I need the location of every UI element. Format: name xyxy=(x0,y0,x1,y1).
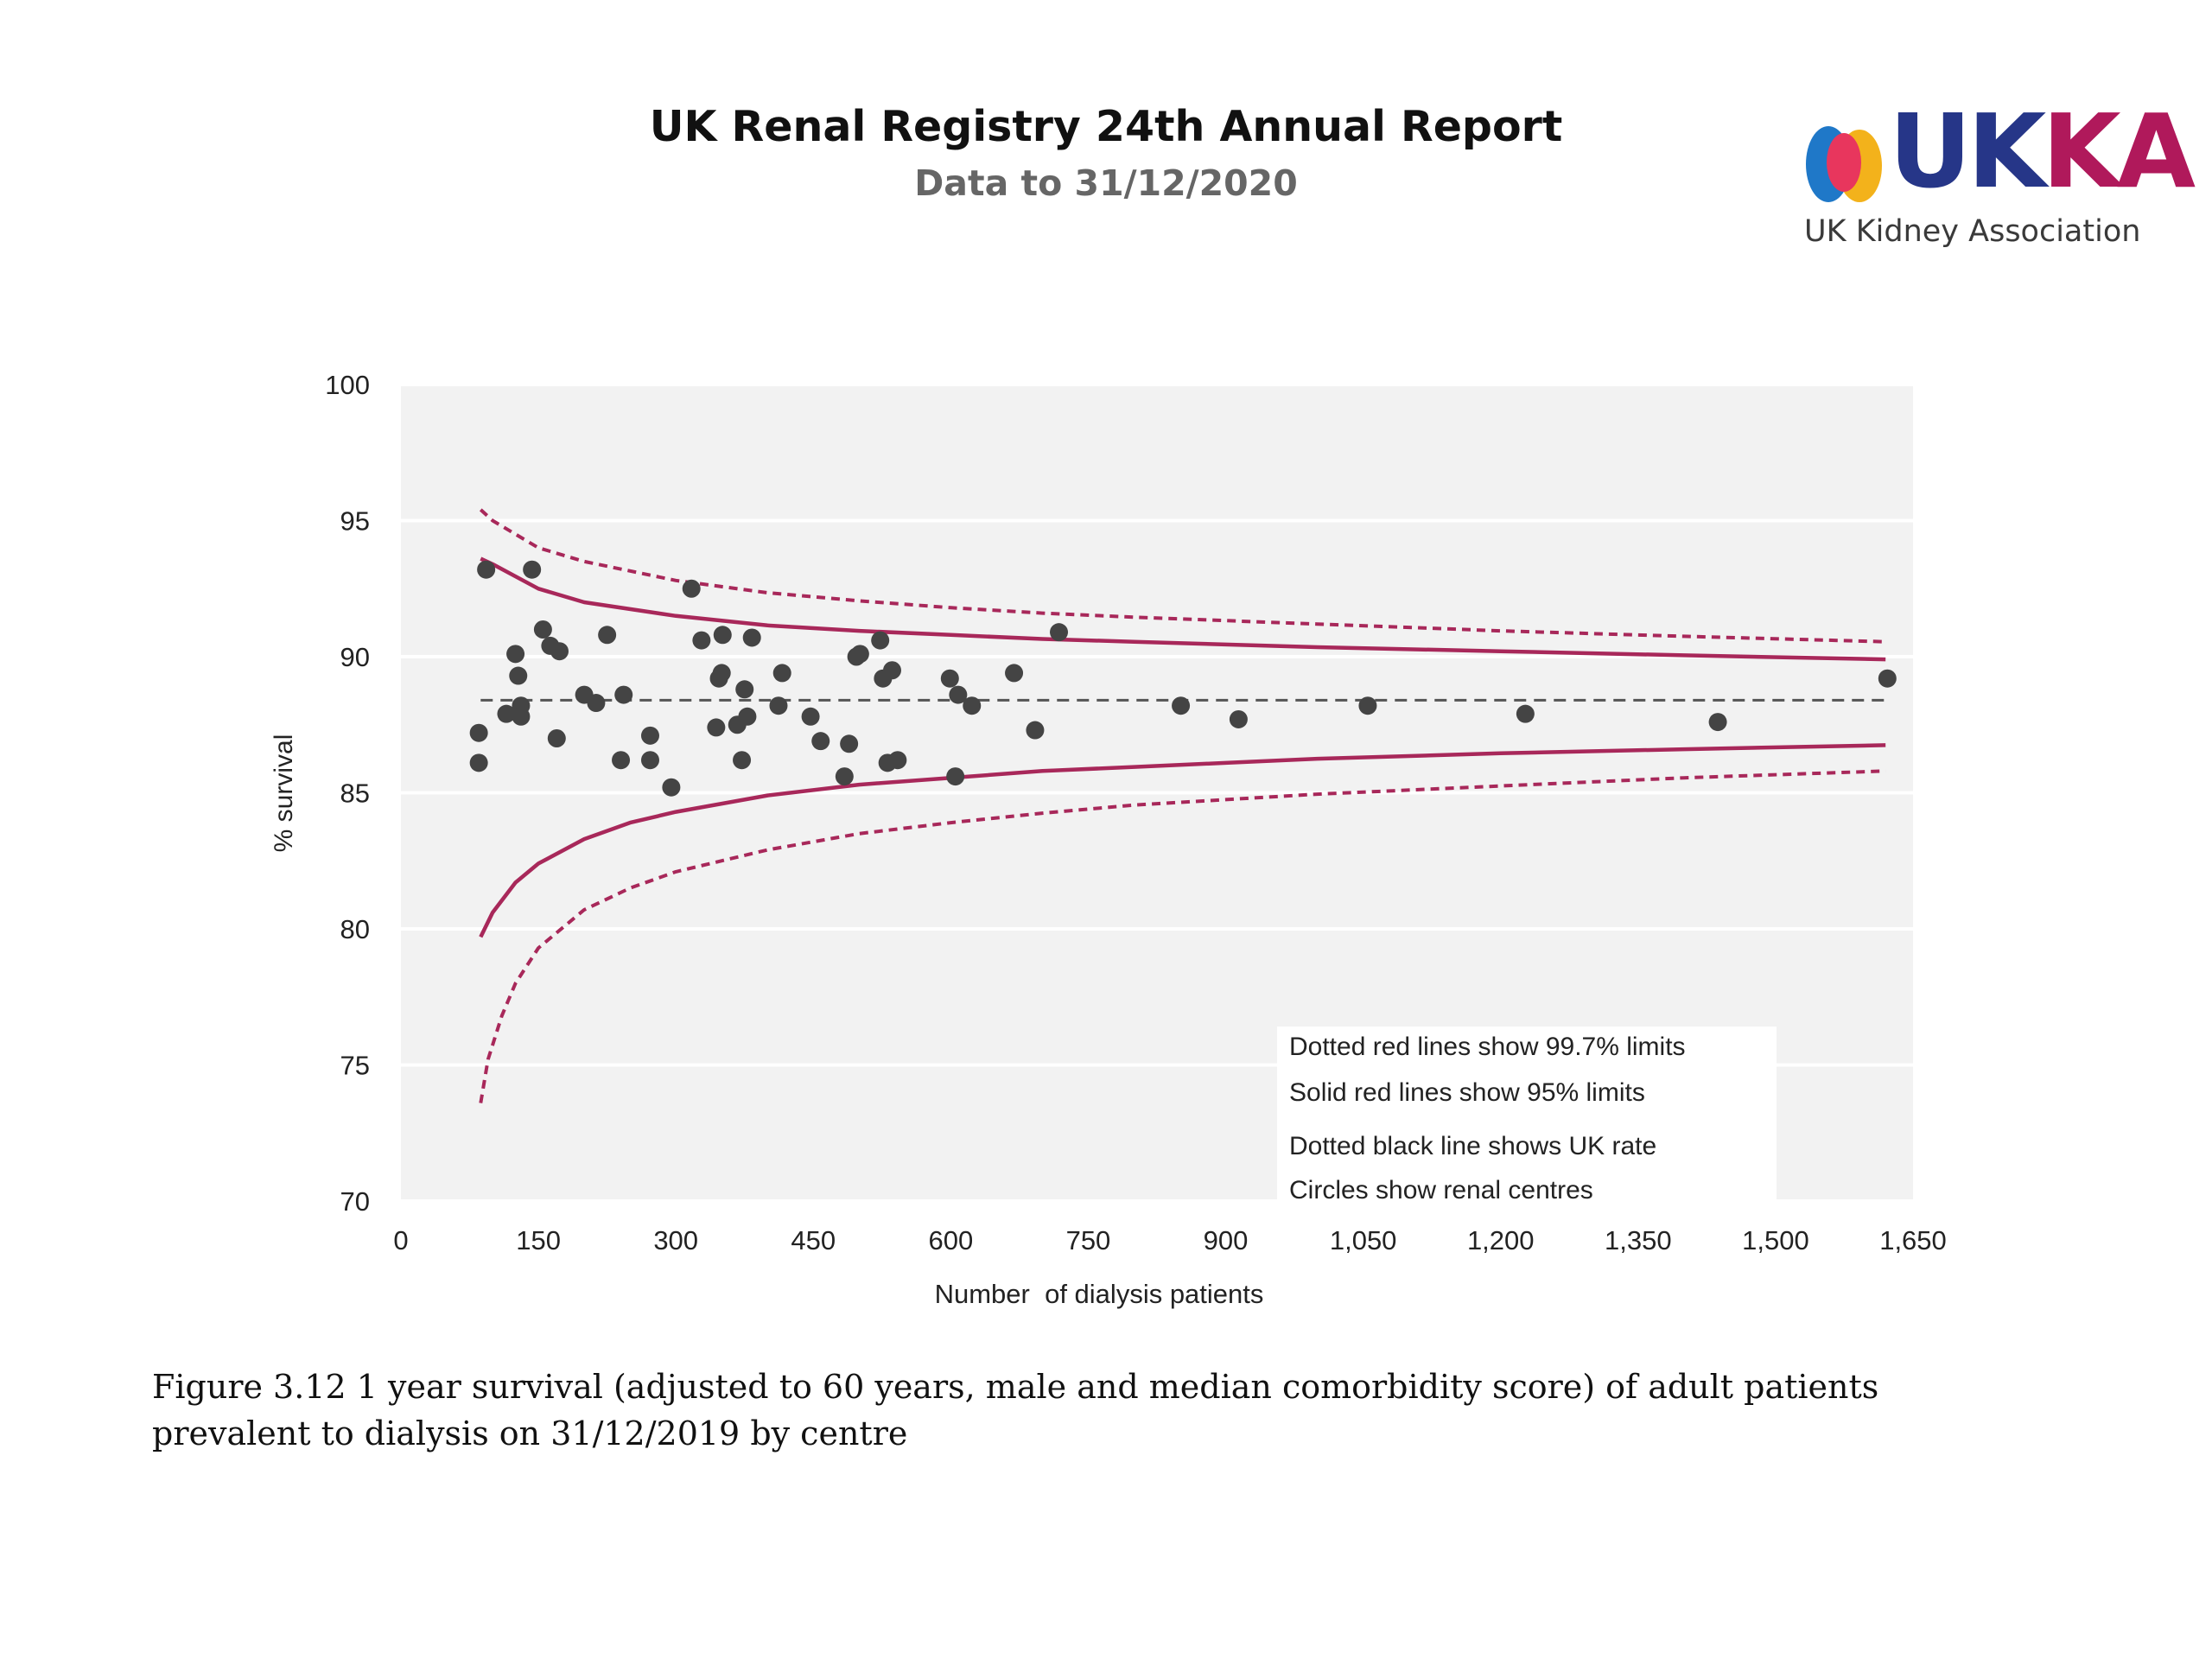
renal-centre-point xyxy=(1358,696,1377,715)
survival-funnel-chart: 70 75 80 85 90 95 100 0 150 300 450 600 750 900 1,050… xyxy=(270,370,1947,1309)
renal-centre-point xyxy=(1050,623,1069,642)
renal-centre-point xyxy=(640,726,659,745)
x-tick-label: 1,200 xyxy=(1467,1225,1535,1255)
legend: Dotted red lines show 99.7% limits Solid… xyxy=(1277,1027,1777,1205)
renal-centre-point xyxy=(963,696,982,715)
renal-centre-point xyxy=(469,723,488,742)
renal-centre-point xyxy=(801,707,820,726)
renal-centre-point xyxy=(477,560,496,579)
renal-centre-point xyxy=(533,620,552,639)
renal-centre-point xyxy=(550,642,569,661)
renal-centre-point xyxy=(882,661,901,680)
y-tick-label: 80 xyxy=(340,914,370,944)
renal-centre-point xyxy=(949,685,968,704)
renal-centre-point xyxy=(811,732,830,751)
x-tick-label: 0 xyxy=(393,1225,408,1255)
renal-centre-point xyxy=(946,767,965,786)
x-tick-label: 900 xyxy=(1204,1225,1249,1255)
x-tick-label: 150 xyxy=(516,1225,561,1255)
x-tick-label: 600 xyxy=(928,1225,973,1255)
logo-wordmark-ka: KA xyxy=(2042,92,2196,211)
legend-item-997-limits: Dotted red lines show 99.7% limits xyxy=(1289,1033,1686,1061)
renal-centre-point xyxy=(733,751,752,770)
y-tick-label: 100 xyxy=(325,370,370,400)
renal-centre-point xyxy=(738,707,757,726)
renal-centre-point xyxy=(940,669,959,688)
renal-centre-point xyxy=(707,718,726,737)
renal-centre-point xyxy=(598,626,617,645)
y-tick-label: 75 xyxy=(340,1051,370,1081)
renal-centre-point xyxy=(850,645,869,664)
renal-centre-point xyxy=(1516,704,1535,723)
renal-centre-point xyxy=(835,767,854,786)
legend-item-centres: Circles show renal centres xyxy=(1289,1176,1593,1205)
ukka-logo-icon xyxy=(1806,126,1882,202)
renal-centre-point xyxy=(512,707,531,726)
x-axis-label: Number of dialysis patients xyxy=(935,1279,1264,1309)
y-tick-label: 95 xyxy=(340,506,370,537)
renal-centre-point xyxy=(662,778,681,797)
renal-centre-point xyxy=(523,560,542,579)
renal-centre-point xyxy=(692,631,711,650)
x-tick-label: 1,650 xyxy=(1879,1225,1947,1255)
renal-centre-point xyxy=(871,631,890,650)
limit-95-upper-line xyxy=(480,556,1886,662)
renal-centre-point xyxy=(1229,709,1248,728)
renal-centre-point xyxy=(713,626,732,645)
y-tick-labels: 70 75 80 85 90 95 100 xyxy=(325,370,370,1217)
x-tick-label: 1,050 xyxy=(1330,1225,1397,1255)
renal-centre-point xyxy=(712,664,731,683)
legend-box xyxy=(1277,1027,1777,1201)
renal-centre-point xyxy=(735,680,754,699)
y-tick-label: 70 xyxy=(340,1186,370,1217)
y-tick-label: 90 xyxy=(340,642,370,672)
y-axis-label: % survival xyxy=(270,734,298,853)
renal-centre-point xyxy=(772,664,791,683)
x-tick-label: 1,500 xyxy=(1742,1225,1809,1255)
x-tick-label: 300 xyxy=(653,1225,698,1255)
renal-centre-point xyxy=(509,666,528,685)
logo-wordmark: UKKA xyxy=(1889,100,2196,202)
ukka-logo: UKKA UK Kidney Association xyxy=(1787,100,2196,259)
renal-centre-point xyxy=(497,704,516,723)
x-tick-label: 750 xyxy=(1066,1225,1111,1255)
renal-centre-point xyxy=(1708,713,1727,732)
renal-centre-point xyxy=(840,734,859,753)
limit-997-lower-line xyxy=(479,769,1886,1103)
logo-tagline: UK Kidney Association xyxy=(1804,214,2141,249)
renal-centre-point xyxy=(1172,696,1191,715)
renal-centre-point xyxy=(682,579,701,598)
limit-95-lower-line xyxy=(479,743,1886,938)
renal-centre-point xyxy=(587,694,606,713)
y-tick-label: 85 xyxy=(340,779,370,809)
renal-centre-point xyxy=(547,729,566,747)
x-tick-labels: 0 150 300 450 600 750 900 1,050 1,200 1,350 1,500 1… xyxy=(393,1225,1946,1255)
x-tick-label: 1,350 xyxy=(1605,1225,1672,1255)
legend-item-uk-rate: Dotted black line shows UK rate xyxy=(1289,1132,1656,1160)
x-tick-label: 450 xyxy=(791,1225,836,1255)
logo-wordmark-uk: UK xyxy=(1889,92,2046,211)
renal-centre-point xyxy=(1005,664,1024,683)
renal-centre-point xyxy=(769,696,788,715)
renal-centre-point xyxy=(742,628,761,647)
renal-centre-point xyxy=(640,751,659,770)
renal-centre-point xyxy=(888,751,907,770)
renal-centre-point xyxy=(1026,721,1045,740)
renal-centre-point xyxy=(1878,669,1897,688)
renal-centre-points xyxy=(469,560,1897,797)
renal-centre-point xyxy=(612,751,631,770)
figure-caption: Figure 3.12 1 year survival (adjusted to… xyxy=(152,1368,1879,1452)
renal-centre-point xyxy=(506,645,525,664)
report-subtitle: Data to 31/12/2020 xyxy=(914,162,1298,204)
legend-item-95-limits: Solid red lines show 95% limits xyxy=(1289,1078,1645,1107)
report-title: UK Renal Registry 24th Annual Report xyxy=(649,102,1563,151)
renal-centre-point xyxy=(614,685,633,704)
control-limit-series xyxy=(479,508,1886,1103)
limit-997-upper-line xyxy=(479,508,1886,644)
renal-centre-point xyxy=(469,753,488,772)
